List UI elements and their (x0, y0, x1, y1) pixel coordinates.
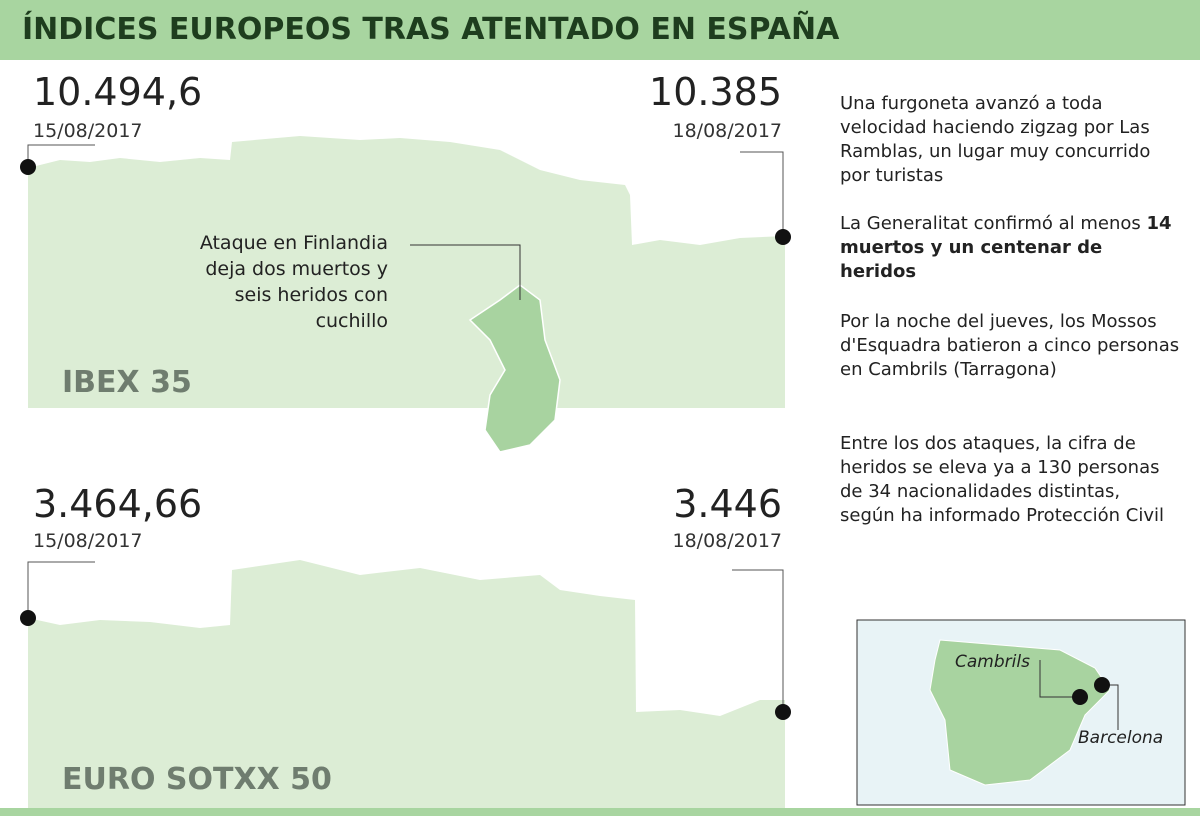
dot (20, 159, 36, 175)
index-name: EURO SOTXX 50 (62, 762, 332, 797)
spain (929, 639, 1111, 786)
ibex-area (28, 136, 785, 408)
note: Una furgoneta avanzó a toda velocidad ha… (840, 93, 1151, 186)
start-value: 10.494,6 (33, 70, 203, 114)
note: Por la noche del jueves, los Mossos d'Es… (840, 311, 1180, 380)
note-bold: 14 muertos y un centenar de heridos (840, 213, 1172, 282)
dot (775, 229, 791, 245)
finland (468, 284, 561, 453)
map-label: Cambrils (955, 652, 1030, 672)
end-value: 10.385 (649, 70, 782, 114)
euro-area (28, 560, 785, 808)
callout (27, 561, 95, 618)
dot (1094, 677, 1110, 693)
map-label: Barcelona (1078, 728, 1164, 748)
index-name: IBEX 35 (62, 365, 192, 400)
title: ÍNDICES EUROPEOS TRAS ATENTADO EN ESPAÑA (22, 12, 840, 47)
note: Entre los dos ataques, la cifra de herid… (840, 433, 1164, 526)
callout (1039, 660, 1080, 698)
callout (732, 569, 784, 712)
start-date: 15/08/2017 (33, 120, 143, 142)
dot (775, 704, 791, 720)
end-date: 18/08/2017 (672, 120, 782, 142)
annotation: Ataque en Finlandia deja dos muertos y s… (199, 232, 388, 332)
end-value: 3.446 (673, 482, 782, 526)
end-date: 18/08/2017 (672, 530, 782, 552)
callout (740, 151, 784, 237)
dot (20, 610, 36, 626)
start-date: 15/08/2017 (33, 530, 143, 552)
annotation-line (410, 244, 521, 300)
note-text: La Generalitat confirmó al menos (840, 213, 1147, 234)
footer-bar (0, 808, 1200, 816)
title-bar (0, 0, 1200, 60)
note: La Generalitat confirmó al menos 14 muer… (840, 212, 1180, 284)
dot (1072, 689, 1088, 705)
start-value: 3.464,66 (33, 482, 203, 526)
